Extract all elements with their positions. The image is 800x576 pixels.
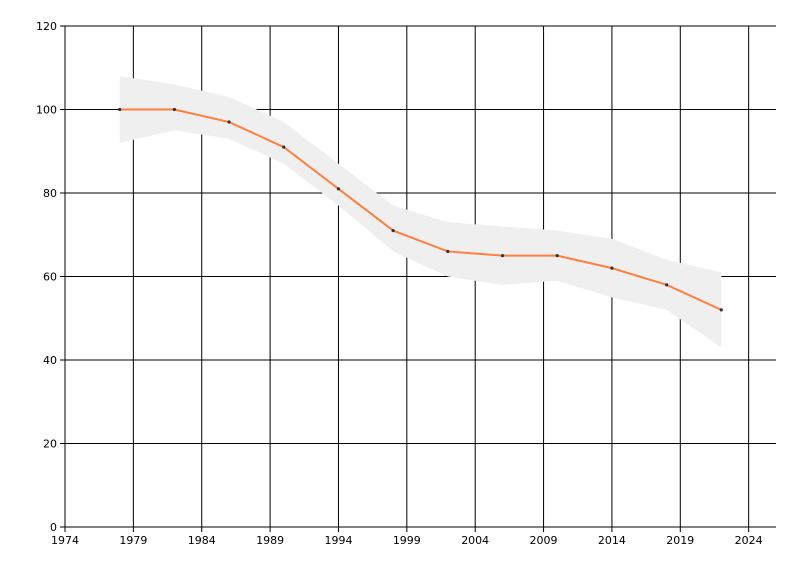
data-point-1978 <box>118 107 122 112</box>
x-tick-label-2024: 2024 <box>735 534 763 547</box>
series-layer <box>118 107 723 312</box>
x-tick-label-2019: 2019 <box>666 534 694 547</box>
data-point-1990 <box>282 145 286 149</box>
confidence-band <box>119 76 722 348</box>
x-tick-label-1999: 1999 <box>393 534 421 547</box>
data-point-2014 <box>610 266 614 270</box>
series-line-0 <box>119 108 722 311</box>
y-tick-label-120: 120 <box>36 20 57 33</box>
x-tick-label-2004: 2004 <box>461 534 489 547</box>
x-tick-label-1974: 1974 <box>51 534 79 547</box>
data-point-1982 <box>172 107 176 112</box>
data-point-2006 <box>500 254 505 258</box>
y-tick-label-80: 80 <box>43 187 57 200</box>
data-point-1986 <box>227 120 231 124</box>
y-tick-label-40: 40 <box>43 354 57 367</box>
data-point-2022 <box>719 308 723 312</box>
y-tick-label-100: 100 <box>36 104 57 117</box>
x-tick-label-1994: 1994 <box>324 534 352 547</box>
x-tick-label-1989: 1989 <box>256 534 284 547</box>
band-area <box>119 76 722 348</box>
data-point-2002 <box>446 249 450 254</box>
x-axis-ticks: 1974 1979 1984 1989 1994 1999 2004 2009 2014 2019… <box>51 527 763 547</box>
data-point-2010 <box>555 254 559 258</box>
x-tick-label-2009: 2009 <box>530 534 558 547</box>
data-point-2018 <box>665 283 669 287</box>
data-point-1998 <box>391 228 395 233</box>
x-tick-label-1984: 1984 <box>188 534 216 547</box>
data-point-1994 <box>336 187 341 191</box>
x-tick-label-2014: 2014 <box>598 534 626 547</box>
x-tick-label-1979: 1979 <box>119 534 147 547</box>
y-axis-ticks: 0 20 40 60 80 100 120 <box>36 20 65 534</box>
y-tick-label-0: 0 <box>50 521 57 534</box>
y-tick-label-20: 20 <box>43 438 57 451</box>
y-tick-label-60: 60 <box>43 271 57 284</box>
